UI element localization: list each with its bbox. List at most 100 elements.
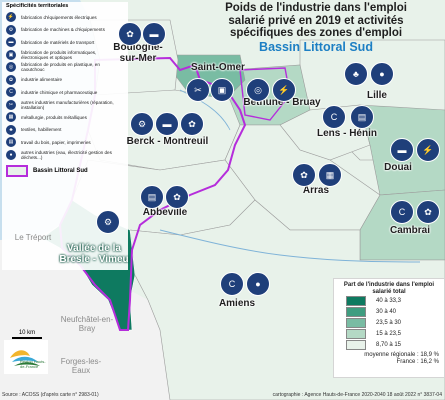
marker-douai-plug-icon: ⚡ xyxy=(416,138,440,162)
city-amiens: Amiens xyxy=(218,298,256,309)
legend-label: fabrication de machines & d'équipements xyxy=(21,27,105,33)
legend-row: ▦ métallurgie, produits métalliques xyxy=(6,111,128,124)
chip-icon: ▣ xyxy=(6,49,16,60)
scale-line xyxy=(12,337,42,339)
legend-label: textiles, habillement xyxy=(21,127,62,133)
bassin-legend-entry: Bassin Littoral Sud xyxy=(6,165,128,177)
class-label: 30 à 40 xyxy=(376,308,397,315)
legend-label: métallurgie, produits métalliques xyxy=(21,114,87,120)
marker-lille-shirt-icon: ♣ xyxy=(344,62,368,86)
source-note: Source : ACOSS (d'après carte n° 2983-01… xyxy=(2,392,99,398)
region-logo: Région Hauts-de-France xyxy=(4,340,48,374)
title-line-1: Poids de l'industrie dans l'emploi xyxy=(225,2,407,14)
tools-icon: ✂ xyxy=(6,99,16,110)
legend-label: fabrication d'équipements électriques xyxy=(21,14,97,20)
marker-arras-food-icon: ✿ xyxy=(292,163,316,187)
class-label: 15 à 23,5 xyxy=(376,330,402,337)
marker-amiens-water-drop-icon: ● xyxy=(246,272,270,296)
metal-icon: ▦ xyxy=(6,112,16,123)
class-row: 15 à 23,5 xyxy=(346,328,444,340)
legend-row: ✂ autres industries manufacturières (répa… xyxy=(6,99,128,112)
legend-heading: Spécificités territoriales xyxy=(6,3,69,9)
scale-label: 10 km xyxy=(18,330,36,336)
river-somme xyxy=(159,229,421,263)
marker-bethune-plug-icon: ⚡ xyxy=(272,78,296,102)
gear-icon: ⚙ xyxy=(6,24,16,35)
legend-label: autres industries (eau, électricité gest… xyxy=(21,149,112,160)
city-abbeville: Abbeville xyxy=(142,207,188,218)
class-swatch xyxy=(346,306,366,317)
city-arras: Arras xyxy=(302,185,330,196)
marker-vallee-gear-icon: ⚙ xyxy=(96,210,120,234)
marker-stomer-chip-icon: ▣ xyxy=(210,78,234,102)
city-saint-omer: Saint-Omer xyxy=(191,62,245,73)
legend-row: ⚡ fabrication d'équipements électriques xyxy=(6,11,128,24)
class-swatch xyxy=(346,328,366,339)
marker-douai-truck-icon: ▬ xyxy=(390,138,414,162)
class-swatch xyxy=(346,339,366,350)
legend-row: ▬ fabrication de matériels de transport xyxy=(6,36,128,49)
class-label: 8,70 à 15 xyxy=(376,341,402,348)
france-average: France : 16,2 % xyxy=(396,359,439,365)
marker-lens-wood-icon: ▤ xyxy=(350,105,374,129)
marker-arras-metal-icon: ▦ xyxy=(318,163,342,187)
class-swatch xyxy=(346,317,366,328)
city-douai: Douai xyxy=(384,162,412,173)
plug-icon: ⚡ xyxy=(6,12,16,23)
marker-cambrai-food-icon: ✿ xyxy=(416,200,440,224)
marker-lille-water-drop-icon: ● xyxy=(370,62,394,86)
label-neufchatel: Neufchâtel-en-Bray xyxy=(60,315,114,333)
legend-row: ◎ fabrication de produits en plastique, e… xyxy=(6,61,128,74)
legend-row: ♣ textiles, habillement xyxy=(6,124,128,137)
class-row: 30 à 40 xyxy=(346,306,444,318)
legend-label: fabrication de produits en plastique, en… xyxy=(21,62,100,73)
bassin-swatch xyxy=(6,165,28,177)
map-title: Poids de l'industrie dans l'emploi salar… xyxy=(190,2,442,53)
title-line-2: salarié privé en 2019 et activités xyxy=(228,14,404,27)
legend-label: autres industries manufacturières (répar… xyxy=(21,99,114,110)
marker-stomer-tools-icon: ✂ xyxy=(186,78,210,102)
legend-label: fabrication de matériels de transport xyxy=(21,39,95,45)
marker-bethune-tire-icon: ◎ xyxy=(246,78,270,102)
classes-legend: Part de l'industrie dans l'emploi salari… xyxy=(333,278,445,378)
marker-lens-chemistry-icon: C xyxy=(322,105,346,129)
tire-icon: ◎ xyxy=(6,62,16,73)
title-line-3: spécifiques des zones d'emploi xyxy=(229,27,403,39)
city-lens-henin: Lens - Hénin xyxy=(316,128,377,139)
credit-note: cartographie : Agence Hauts-de-France 20… xyxy=(272,392,442,398)
marker-abbeville-wood-icon: ▤ xyxy=(140,185,164,209)
regional-average: moyenne régionale : 18,9 % xyxy=(364,352,439,358)
city-lille: Lille xyxy=(366,90,387,101)
legend-title: Part de l'industrie dans l'emploi salari… xyxy=(343,282,435,295)
marker-cambrai-chemistry-icon: C xyxy=(390,200,414,224)
legend-label: travail du bois, papier, imprimeries xyxy=(21,139,91,145)
legend-row: ▤ travail du bois, papier, imprimeries xyxy=(6,136,128,149)
food-icon: ✿ xyxy=(6,74,16,85)
legend-row: ▣ fabrication de produits informatiques, … xyxy=(6,49,128,62)
legend-label: industrie alimentaire xyxy=(21,77,63,83)
city-cambrai: Cambrai xyxy=(389,225,430,236)
legend-row: ⚙ fabrication de machines & d'équipements xyxy=(6,24,128,37)
marker-berck-food-icon: ✿ xyxy=(180,112,204,136)
class-swatch xyxy=(346,295,366,306)
class-row: 23,5 à 30 xyxy=(346,317,444,329)
river-aa xyxy=(179,89,231,131)
label-forges: Forges-les-Eaux xyxy=(60,357,102,375)
scale-bar: 10 km xyxy=(12,330,42,339)
legend-label: industrie chimique et pharmaceutique xyxy=(21,89,98,95)
marker-abbeville-food-icon: ✿ xyxy=(165,185,189,209)
logo-text: Région Hauts-de-France xyxy=(20,359,46,369)
class-label: 23,5 à 30 xyxy=(376,319,402,326)
city-berck-montreuil: Berck - Montreuil xyxy=(126,136,209,147)
title-subtitle: Bassin Littoral Sud xyxy=(259,39,373,54)
chemistry-icon: C xyxy=(6,87,16,98)
legend-label: fabrication de produits informatiques, é… xyxy=(21,49,97,60)
marker-berck-truck-icon: ▬ xyxy=(155,112,179,136)
legend-row: ● autres industries (eau, électricité ges… xyxy=(6,149,128,162)
class-label: 40 à 33,3 xyxy=(376,297,402,304)
wood-icon: ▤ xyxy=(6,137,16,148)
shirt-icon: ♣ xyxy=(6,124,16,135)
marker-boulogne-food-icon: ✿ xyxy=(118,22,142,46)
bassin-label: Bassin Littoral Sud xyxy=(33,168,88,174)
